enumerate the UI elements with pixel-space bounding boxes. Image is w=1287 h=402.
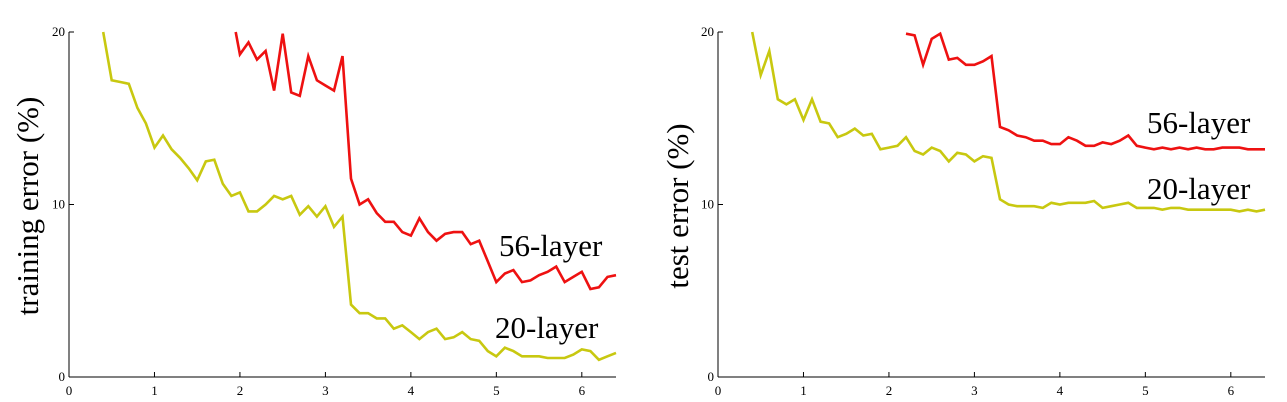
x-tick-label: 4 bbox=[408, 383, 415, 398]
x-tick-label: 0 bbox=[66, 383, 73, 398]
x-tick-label: 3 bbox=[971, 383, 978, 398]
x-tick-label: 5 bbox=[493, 383, 500, 398]
series-line-20-layer bbox=[750, 31, 1266, 213]
y-tick-label: 20 bbox=[701, 24, 714, 39]
series-line-56-layer bbox=[234, 31, 617, 291]
x-tick-label: 2 bbox=[237, 383, 244, 398]
series-annotation-56-layer: 56-layer bbox=[499, 228, 603, 263]
x-tick-label: 0 bbox=[715, 383, 722, 398]
y-axis-label: test error (%) bbox=[660, 123, 695, 288]
series-annotation-20-layer: 20-layer bbox=[1147, 171, 1251, 206]
x-tick-label: 1 bbox=[800, 383, 807, 398]
y-tick-label: 20 bbox=[52, 24, 65, 39]
y-tick-label: 0 bbox=[708, 369, 715, 384]
series-line-56-layer bbox=[905, 31, 1265, 151]
x-tick-label: 6 bbox=[579, 383, 586, 398]
chart-panel-1: 0 1 2 3 4 5 6 0 10 20 training error (%) 56-layer 20… bbox=[10, 24, 617, 398]
y-tick-label: 0 bbox=[59, 369, 66, 384]
series-annotation-56-layer: 56-layer bbox=[1147, 105, 1251, 140]
y-tick-label: 10 bbox=[52, 197, 65, 212]
x-tick-label: 6 bbox=[1228, 383, 1235, 398]
y-tick-label: 10 bbox=[701, 197, 714, 212]
chart-panel-2: 0 1 2 3 4 5 6 0 10 20 test error (%) 56-layer 20-lay… bbox=[660, 24, 1266, 398]
x-tick-label: 2 bbox=[886, 383, 893, 398]
y-axis-label: training error (%) bbox=[10, 97, 45, 316]
series-line-20-layer bbox=[101, 31, 617, 362]
series-annotation-20-layer: 20-layer bbox=[495, 310, 599, 345]
x-tick-label: 1 bbox=[151, 383, 158, 398]
x-tick-label: 4 bbox=[1057, 383, 1064, 398]
x-tick-label: 3 bbox=[322, 383, 329, 398]
x-tick-label: 5 bbox=[1142, 383, 1149, 398]
